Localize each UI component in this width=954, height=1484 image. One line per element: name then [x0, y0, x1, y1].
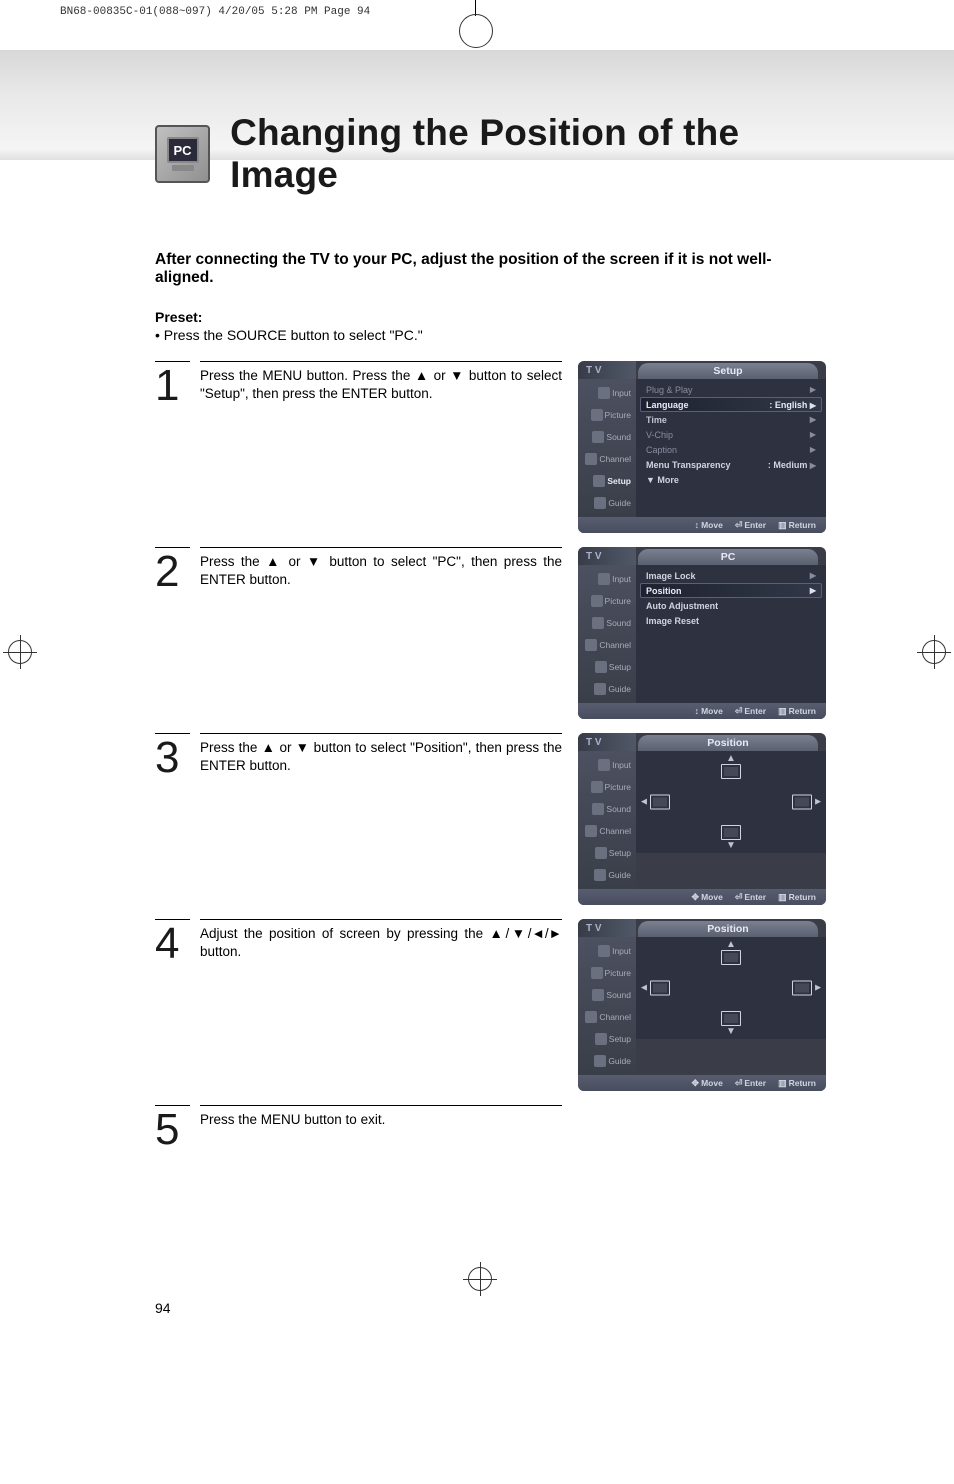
pc-icon-label: PC: [167, 137, 199, 163]
step-4: 4 Adjust the position of screen by press…: [155, 919, 824, 1103]
print-header: BN68-00835C-01(088~097) 4/20/05 5:28 PM …: [0, 0, 954, 18]
osd-setup: T V Setup Input Picture Sound Channel Se…: [578, 361, 826, 533]
osd-tv-label: T V: [578, 361, 636, 379]
page-title: Changing the Position of the Image: [230, 112, 824, 196]
screen-right-icon: [792, 795, 812, 810]
pc-icon: PC: [155, 125, 210, 183]
step-text: Press the ▲ or ▼ button to select "PC", …: [200, 547, 562, 731]
preset-text: • Press the SOURCE button to select "PC.…: [155, 327, 824, 343]
screen-up-icon: [721, 764, 741, 779]
preset-label: Preset:: [155, 309, 824, 325]
screen-left-icon: [650, 795, 670, 810]
step-2: 2 Press the ▲ or ▼ button to select "PC"…: [155, 547, 824, 731]
left-arrow-icon: ◄: [639, 797, 649, 808]
header-text: BN68-00835C-01(088~097) 4/20/05 5:28 PM …: [60, 6, 370, 18]
osd-position-1: T V Position Input Picture Sound Channel…: [578, 733, 826, 905]
crop-mark-top: [475, 0, 476, 16]
step-number: 1: [155, 362, 190, 406]
steps-container: 1 Press the MENU button. Press the ▲ or …: [155, 361, 824, 1155]
registration-mark-left: [8, 640, 32, 664]
osd-pc: T V PC Input Picture Sound Channel Setup…: [578, 547, 826, 719]
up-arrow-icon: ▲: [726, 753, 736, 764]
page-number: 94: [155, 1300, 824, 1316]
position-control: ▲ ◄ ► ▼: [636, 751, 826, 853]
osd-main: Plug & Play▶ Language: English ▶ Time▶ V…: [636, 379, 826, 517]
registration-mark-right: [922, 640, 946, 664]
step-5: 5 Press the MENU button to exit.: [155, 1105, 824, 1155]
return-icon: ▥: [778, 520, 787, 531]
title-row: PC Changing the Position of the Image: [155, 112, 824, 196]
page-content: PC Changing the Position of the Image Af…: [0, 112, 954, 1316]
step-1: 1 Press the MENU button. Press the ▲ or …: [155, 361, 824, 545]
down-arrow-icon: ▼: [726, 840, 736, 851]
move-icon: ↕: [695, 520, 700, 530]
intro-text: After connecting the TV to your PC, adju…: [155, 251, 824, 287]
osd-footer: ↕Move ⏎Enter ▥Return: [578, 517, 826, 533]
osd-title: Setup: [638, 363, 818, 379]
osd-position-2: T V Position Input Picture Sound Channel…: [578, 919, 826, 1091]
enter-icon: ⏎: [735, 520, 743, 531]
osd-sidebar: Input Picture Sound Channel Setup Guide: [578, 379, 636, 517]
right-arrow-icon: ►: [813, 797, 823, 808]
step-3: 3 Press the ▲ or ▼ button to select "Pos…: [155, 733, 824, 917]
step-number: 2: [155, 548, 190, 592]
screen-down-icon: [721, 825, 741, 840]
pc-icon-base: [172, 165, 194, 171]
step-text: Press the MENU button. Press the ▲ or ▼ …: [200, 361, 562, 545]
registration-mark-bottom: [468, 1267, 492, 1291]
